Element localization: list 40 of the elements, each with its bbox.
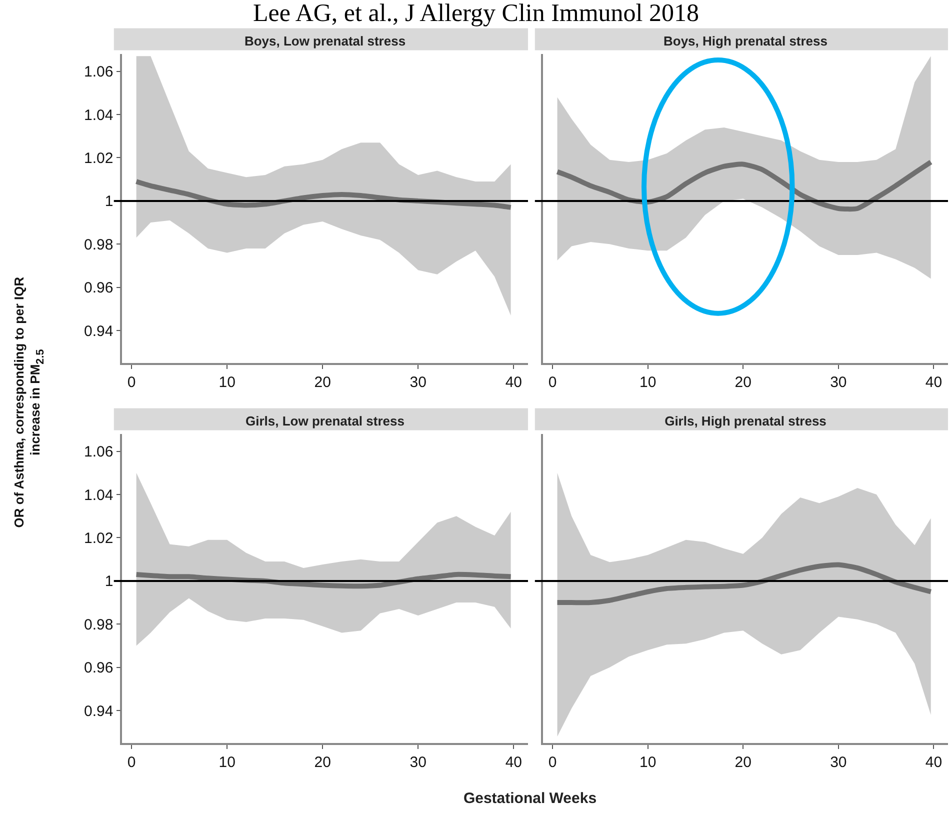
y-tick-label: 1 (104, 193, 114, 210)
y-tick-label: 1.02 (84, 150, 114, 167)
x-tick-label: 10 (639, 374, 656, 391)
x-tick-label: 40 (925, 374, 942, 391)
y-tick-label: 0.96 (84, 660, 114, 677)
x-tick-label: 30 (830, 754, 847, 771)
x-tick-label: 40 (925, 754, 942, 771)
text: Lee AG, et al., J Allergy Clin Immunol 2018 (252, 0, 700, 28)
x-tick-label: 40 (505, 374, 522, 391)
x-tick-label: 30 (410, 754, 426, 771)
x-tick-label: 30 (830, 374, 847, 391)
x-axis-title: Gestational Weeks (462, 790, 598, 807)
chart-title: Girls, High prenatal stress (664, 414, 826, 429)
x-tick-label: 10 (218, 754, 236, 771)
x-tick-label: 20 (314, 754, 331, 771)
x-tick-label: 20 (314, 374, 331, 391)
chart-title: Boys, Low prenatal stress (244, 34, 406, 49)
y-tick-label: 0.94 (84, 702, 114, 720)
y-tick-label: 0.98 (84, 236, 114, 254)
y-tick-label: 0.96 (84, 280, 114, 297)
y-tick-label: 1.06 (84, 64, 114, 81)
x-tick-label: 0 (548, 754, 557, 771)
y-tick-label: 1.04 (84, 106, 114, 124)
x-tick-label: 10 (639, 754, 656, 771)
chart-title: Girls, Low prenatal stress (246, 414, 404, 429)
x-tick-label: 20 (734, 374, 752, 391)
y-tick-label: 1 (104, 573, 114, 590)
x-tick-label: 40 (505, 754, 522, 771)
y-tick-label: 0.98 (84, 616, 114, 634)
x-tick-label: 0 (127, 754, 136, 771)
x-tick-label: 30 (410, 374, 426, 391)
x-tick-label: 0 (127, 374, 136, 391)
x-tick-label: 20 (734, 754, 752, 771)
x-tick-label: 10 (218, 374, 236, 391)
y-tick-label: 1.02 (84, 530, 114, 547)
y-tick-label: 1.06 (84, 444, 114, 461)
y-tick-label: 1.04 (84, 486, 114, 504)
y-tick-label: 0.94 (84, 322, 114, 340)
chart-title: Boys, High prenatal stress (664, 34, 828, 49)
x-tick-label: 0 (548, 374, 557, 391)
